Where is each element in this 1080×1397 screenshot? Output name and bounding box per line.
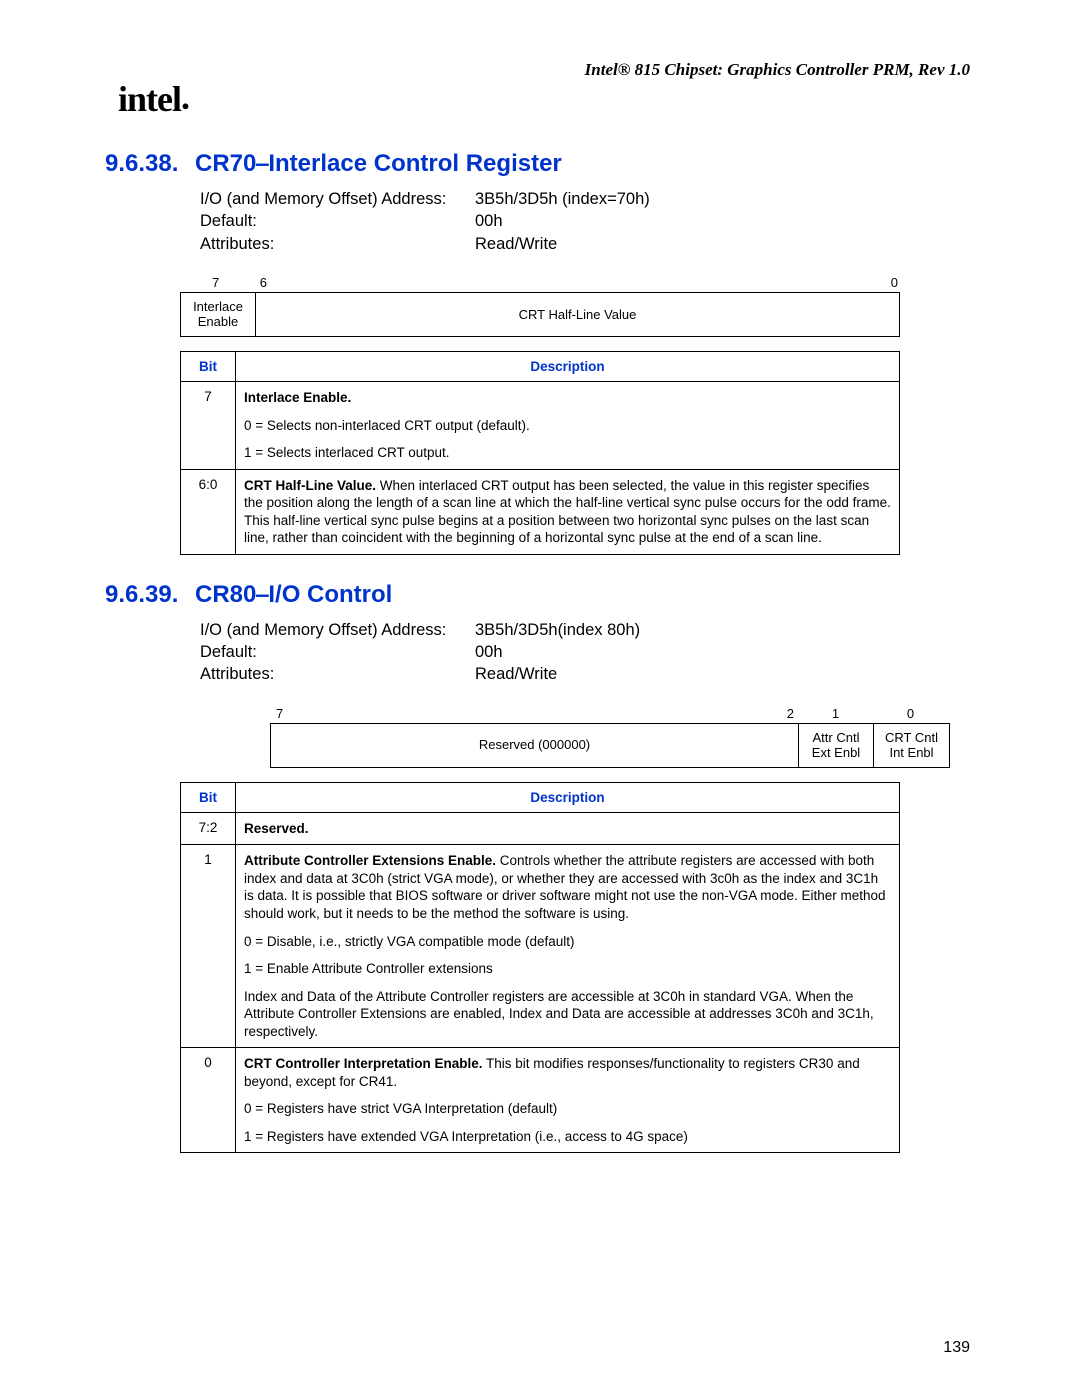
register-info-cr80: I/O (and Memory Offset) Address: 3B5h/3D…	[200, 619, 970, 686]
bit-cell: 0	[181, 1048, 236, 1153]
bit-cell-text: Ext Enbl	[812, 745, 860, 761]
bit-cell-text: CRT Half-Line Value	[519, 307, 637, 323]
desc-line: 0 = Disable, i.e., strictly VGA compatib…	[244, 933, 891, 951]
bit-cell: CRT Cntl Int Enbl	[874, 724, 949, 767]
bit-cell-text: CRT Cntl	[885, 730, 938, 746]
bit-label: 1	[832, 706, 839, 721]
bit-cell: 7:2	[181, 812, 236, 845]
default-value: 00h	[475, 641, 970, 663]
page-number: 139	[943, 1339, 970, 1357]
attr-value: Read/Write	[475, 663, 970, 685]
doc-header-title: Intel® 815 Chipset: Graphics Controller …	[585, 60, 970, 80]
table-header-desc: Description	[236, 782, 900, 812]
bit-label: 2	[787, 706, 794, 721]
desc-bold: Attribute Controller Extensions Enable.	[244, 853, 496, 868]
page-content: 9.6.38.CR70⎯Interlace Control Register I…	[110, 150, 970, 1153]
bit-label: 7	[276, 706, 283, 721]
table-header-bit: Bit	[181, 351, 236, 381]
bit-cell-text: Enable	[198, 314, 238, 330]
addr-label: I/O (and Memory Offset) Address:	[200, 188, 475, 210]
section-heading-cr70: 9.6.38.CR70⎯Interlace Control Register	[105, 150, 970, 178]
desc-bold: CRT Controller Interpretation Enable.	[244, 1056, 483, 1071]
table-row: 6:0 CRT Half-Line Value. When interlaced…	[181, 469, 900, 554]
bit-label: 7	[212, 275, 219, 290]
section-title: CR70⎯Interlace Control Register	[195, 150, 562, 177]
desc-cell: CRT Half-Line Value. When interlaced CRT…	[236, 469, 900, 554]
desc-line: 0 = Registers have strict VGA Interpreta…	[244, 1100, 891, 1118]
desc-table-cr80: Bit Description 7:2 Reserved. 1 Attribut…	[180, 782, 900, 1154]
desc-line: 1 = Enable Attribute Controller extensio…	[244, 960, 891, 978]
addr-value: 3B5h/3D5h (index=70h)	[475, 188, 970, 210]
default-label: Default:	[200, 210, 475, 232]
section-heading-cr80: 9.6.39.CR80⎯I/O Control	[105, 581, 970, 609]
bit-cell: 7	[181, 381, 236, 469]
desc-bold: Interlace Enable.	[244, 390, 351, 405]
section-title: CR80⎯I/O Control	[195, 581, 392, 608]
table-header-bit: Bit	[181, 782, 236, 812]
bit-diagram-cr70: 76 0 Interlace Enable CRT Half-Line Valu…	[180, 275, 900, 337]
table-row: 1 Attribute Controller Extensions Enable…	[181, 845, 900, 1048]
table-header-desc: Description	[236, 351, 900, 381]
desc-line: 0 = Selects non-interlaced CRT output (d…	[244, 417, 891, 435]
bit-cell: Attr Cntl Ext Enbl	[799, 724, 874, 767]
desc-line: 1 = Selects interlaced CRT output.	[244, 444, 891, 462]
desc-bold: CRT Half-Line Value.	[244, 478, 376, 493]
bit-diagram-cr80: 7 2 1 0 Reserved (000000) Attr Cntl Ext E…	[270, 706, 950, 768]
desc-cell: Attribute Controller Extensions Enable. …	[236, 845, 900, 1048]
addr-value: 3B5h/3D5h(index 80h)	[475, 619, 970, 641]
table-row: 0 CRT Controller Interpretation Enable. …	[181, 1048, 900, 1153]
section-number: 9.6.39.	[105, 581, 195, 609]
bit-label: 0	[891, 275, 898, 290]
desc-cell: CRT Controller Interpretation Enable. Th…	[236, 1048, 900, 1153]
addr-label: I/O (and Memory Offset) Address:	[200, 619, 475, 641]
default-label: Default:	[200, 641, 475, 663]
table-row: 7 Interlace Enable. 0 = Selects non-inte…	[181, 381, 900, 469]
attr-label: Attributes:	[200, 663, 475, 685]
bit-label: 0	[907, 706, 914, 721]
section-number: 9.6.38.	[105, 150, 195, 178]
intel-logo: intel.	[118, 78, 189, 120]
bit-cell-text: Int Enbl	[889, 745, 933, 761]
attr-label: Attributes:	[200, 233, 475, 255]
desc-bold: Reserved.	[244, 821, 309, 836]
bit-cell: Interlace Enable	[181, 293, 256, 336]
bit-cell-text: Interlace	[193, 299, 243, 315]
default-value: 00h	[475, 210, 970, 232]
bit-cell: 6:0	[181, 469, 236, 554]
bit-cell: CRT Half-Line Value	[256, 293, 899, 336]
desc-line: Index and Data of the Attribute Controll…	[244, 988, 891, 1041]
desc-table-cr70: Bit Description 7 Interlace Enable. 0 = …	[180, 351, 900, 555]
table-row: 7:2 Reserved.	[181, 812, 900, 845]
desc-cell: Reserved.	[236, 812, 900, 845]
bit-cell-text: Reserved (000000)	[479, 737, 590, 753]
attr-value: Read/Write	[475, 233, 970, 255]
desc-line: 1 = Registers have extended VGA Interpre…	[244, 1128, 891, 1146]
bit-cell-text: Attr Cntl	[813, 730, 860, 746]
desc-cell: Interlace Enable. 0 = Selects non-interl…	[236, 381, 900, 469]
register-info-cr70: I/O (and Memory Offset) Address: 3B5h/3D…	[200, 188, 970, 255]
bit-cell: 1	[181, 845, 236, 1048]
bit-cell: Reserved (000000)	[271, 724, 799, 767]
